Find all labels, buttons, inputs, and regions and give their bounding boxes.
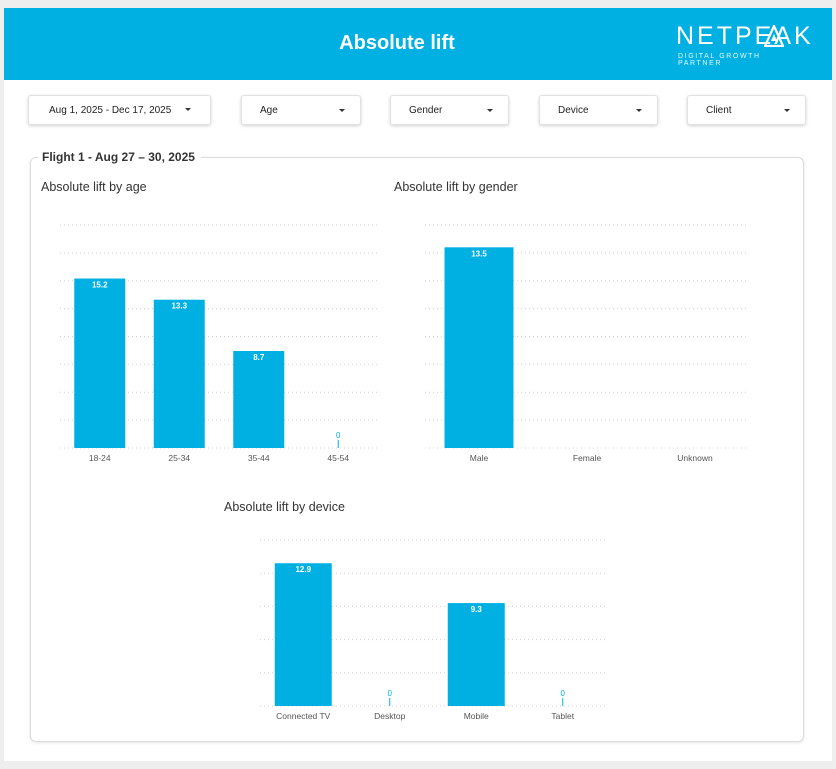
- netpeak-logo: NETPEAK DIGITAL GROWTH PARTNER: [676, 22, 814, 68]
- x-tick-label: 18-24: [89, 453, 111, 463]
- chevron-down-icon: [784, 109, 790, 112]
- logo-tagline: DIGITAL GROWTH PARTNER: [678, 53, 761, 67]
- x-tick-label: Tablet: [551, 711, 574, 721]
- data-label: 9.3: [471, 605, 483, 614]
- x-tick-label: Male: [470, 453, 489, 463]
- data-label: 15.2: [92, 281, 108, 290]
- data-label: 12.9: [295, 565, 311, 574]
- flight-title: Flight 1 - Aug 27 – 30, 2025: [38, 149, 201, 165]
- age-bar-25-34[interactable]: [153, 299, 205, 448]
- data-label: 13.5: [471, 249, 487, 258]
- age-filter[interactable]: Age: [241, 95, 361, 125]
- device-filter[interactable]: Device: [539, 95, 658, 125]
- date-range-filter[interactable]: Aug 1, 2025 - Dec 17, 2025: [28, 95, 211, 125]
- x-tick-label: Connected TV: [276, 711, 331, 721]
- x-tick-label: 45-54: [327, 453, 349, 463]
- device-bar-mobile[interactable]: [447, 603, 505, 706]
- x-tick-label: 35-44: [248, 453, 270, 463]
- device-filter-label: Device: [558, 105, 589, 116]
- age-bar-chart: 15.2 18-24 13.3 25-34 8.7 35-44 0 45-54: [60, 224, 378, 463]
- dashboard-page: Absolute lift NETPEAK DIGITAL GROWTH PAR…: [4, 8, 832, 761]
- gender-bar-male[interactable]: [444, 247, 514, 448]
- logo-triangle-icon: [764, 25, 784, 47]
- x-tick-label: Desktop: [374, 711, 405, 721]
- age-bar-35-44[interactable]: [233, 350, 285, 448]
- gender-filter-label: Gender: [409, 105, 443, 116]
- gender-bar-chart: 13.5 Male Female Unknown: [425, 224, 749, 463]
- data-label: 0: [388, 689, 393, 698]
- page-title: Absolute lift: [339, 32, 455, 54]
- x-tick-label: Female: [573, 453, 602, 463]
- date-range-label: Aug 1, 2025 - Dec 17, 2025: [49, 105, 172, 116]
- x-tick-label: 25-34: [168, 453, 190, 463]
- chevron-down-icon: [339, 109, 345, 112]
- data-label: 0: [561, 689, 566, 698]
- age-bar-18-24[interactable]: [74, 278, 126, 448]
- data-label: 13.3: [171, 302, 187, 311]
- data-label: 0: [336, 431, 341, 440]
- flight-panel: [30, 157, 804, 742]
- chevron-down-icon: [636, 109, 642, 112]
- logo-wordmark: NETPEAK: [676, 22, 814, 50]
- chevron-down-icon: [487, 109, 493, 112]
- gender-filter[interactable]: Gender: [390, 95, 509, 125]
- client-filter-label: Client: [706, 105, 732, 116]
- header-bar: Absolute lift NETPEAK DIGITAL GROWTH PAR…: [4, 8, 832, 80]
- gender-chart-title: Absolute lift by gender: [394, 180, 518, 194]
- age-filter-label: Age: [260, 105, 278, 116]
- device-bar-connected-tv[interactable]: [274, 563, 332, 706]
- x-tick-label: Mobile: [464, 711, 489, 721]
- client-filter[interactable]: Client: [687, 95, 806, 125]
- age-chart-title: Absolute lift by age: [41, 180, 147, 194]
- x-tick-label: Unknown: [677, 453, 713, 463]
- device-chart-title: Absolute lift by device: [224, 500, 345, 514]
- data-label: 8.7: [253, 353, 265, 362]
- chevron-down-icon: [185, 108, 191, 111]
- device-bar-chart: 12.9 Connected TV 0 Desktop 9.3 Mobile 0 Tablet: [260, 539, 606, 721]
